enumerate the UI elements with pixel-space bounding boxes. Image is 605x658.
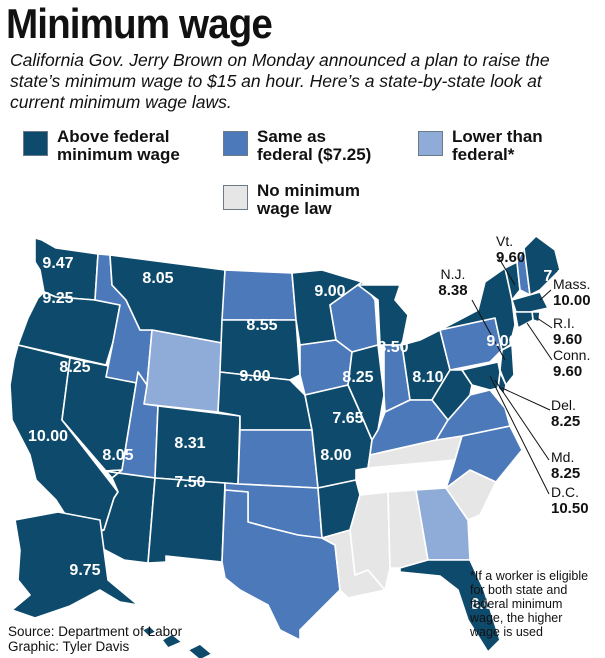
legend-label-lower: Lower than federal* bbox=[452, 127, 543, 164]
wage-label-il: 8.25 bbox=[342, 369, 373, 386]
state-ny bbox=[439, 267, 516, 351]
legend-swatch-above bbox=[23, 131, 48, 156]
state-ks bbox=[237, 429, 319, 489]
wage-label-ne: 9.00 bbox=[239, 368, 270, 385]
states-layer bbox=[9, 235, 561, 658]
callout-abbr-de: Del. bbox=[551, 397, 576, 413]
footnote: *If a worker is eligible for both state … bbox=[470, 569, 589, 639]
wage-label-wa: 9.47 bbox=[42, 255, 73, 272]
wage-label-mt: 8.05 bbox=[142, 270, 173, 287]
state-ak bbox=[11, 511, 139, 619]
wage-label-me: 7.50 bbox=[543, 268, 574, 285]
legend-swatch-lower bbox=[418, 131, 443, 156]
wage-label-co: 8.31 bbox=[174, 435, 205, 452]
legend-item-lower: Lower than federal* bbox=[418, 128, 543, 164]
wage-label-hi: 8.50 bbox=[172, 609, 203, 626]
wage-label-or: 9.25 bbox=[42, 290, 73, 307]
legend-label-above: Above federal minimum wage bbox=[57, 127, 180, 164]
leader-line-ct bbox=[526, 322, 553, 361]
leader-line-ri bbox=[536, 317, 553, 329]
callout-wage-ct: 9.60 bbox=[553, 363, 582, 380]
state-nd bbox=[221, 269, 297, 321]
source-credit: Source: Department of Labor bbox=[8, 624, 183, 639]
legend-swatch-none bbox=[223, 185, 248, 210]
callout-wage-dc: 10.50 bbox=[551, 500, 589, 517]
subtitle: California Gov. Jerry Brown on Monday an… bbox=[10, 50, 550, 112]
leader-line-vt bbox=[496, 254, 516, 286]
callout-abbr-ct: Conn. bbox=[553, 347, 590, 363]
legend-label-none: No minimum wage law bbox=[257, 181, 360, 218]
wage-label-az: 8.05 bbox=[102, 447, 133, 464]
callout-wage-vt: 9.60 bbox=[496, 249, 525, 266]
callout-wage-de: 8.25 bbox=[551, 413, 580, 430]
callout-wage-md: 8.25 bbox=[551, 465, 580, 482]
wage-label-nm: 7.50 bbox=[174, 474, 205, 491]
callout-wage-nj: 8.38 bbox=[438, 282, 467, 299]
state-ga bbox=[415, 487, 471, 561]
wage-label-oh: 8.10 bbox=[412, 369, 443, 386]
wage-label-mn: 9.00 bbox=[314, 283, 345, 300]
state-ma bbox=[511, 291, 549, 313]
callout-abbr-vt: Vt. bbox=[496, 233, 513, 249]
leader-line-md bbox=[494, 379, 550, 461]
state-md bbox=[461, 361, 501, 391]
wage-label-mi: 8.50 bbox=[377, 339, 408, 356]
callout-abbr-nj: N.J. bbox=[441, 266, 466, 282]
callout-wage-ri: 9.60 bbox=[553, 331, 582, 348]
callout-leader-lines bbox=[471, 254, 553, 495]
legend-item-same: Same as federal ($7.25) bbox=[223, 128, 371, 164]
state-hi bbox=[141, 625, 213, 658]
callout-wage-ma: 10.00 bbox=[553, 292, 591, 309]
leader-line-de bbox=[501, 387, 551, 411]
callout-abbr-ri: R.I. bbox=[553, 315, 575, 331]
leader-line-dc bbox=[489, 375, 550, 495]
state-wy bbox=[143, 329, 223, 413]
leader-line-nj bbox=[471, 299, 506, 361]
graphic-credit: Graphic: Tyler Davis bbox=[8, 639, 130, 654]
wage-label-ar: 8.00 bbox=[320, 447, 351, 464]
state-ct bbox=[514, 311, 534, 329]
state-nj bbox=[499, 344, 515, 386]
state-mi bbox=[357, 284, 409, 346]
state-sd bbox=[219, 319, 301, 381]
wage-label-mo: 7.65 bbox=[332, 410, 363, 427]
callout-abbr-ma: Mass. bbox=[553, 276, 590, 292]
callout-abbr-md: Md. bbox=[551, 449, 574, 465]
callout-abbr-dc: D.C. bbox=[551, 484, 579, 500]
wage-label-ny: 9.00 bbox=[486, 333, 517, 350]
leader-line-ma bbox=[539, 289, 552, 301]
wage-labels: 9.47 9.25 10.00 8.25 8.05 8.05 8.31 7.50 8.55 9.0… bbox=[28, 233, 591, 626]
wage-label-nv: 8.25 bbox=[59, 359, 90, 376]
wage-label-ak: 9.75 bbox=[69, 562, 100, 579]
legend-item-none: No minimum wage law bbox=[223, 182, 360, 218]
state-or bbox=[17, 291, 121, 366]
legend-swatch-same bbox=[223, 131, 248, 156]
legend-item-above: Above federal minimum wage bbox=[23, 128, 180, 164]
state-ms bbox=[349, 491, 391, 591]
wage-label-sd: 8.55 bbox=[246, 317, 277, 334]
legend-label-same: Same as federal ($7.25) bbox=[257, 127, 372, 164]
page-title: Minimum wage bbox=[6, 0, 273, 47]
state-fl bbox=[399, 559, 501, 653]
wage-label-fl: 8.05 bbox=[470, 596, 501, 613]
wage-label-ca: 10.00 bbox=[28, 428, 68, 445]
